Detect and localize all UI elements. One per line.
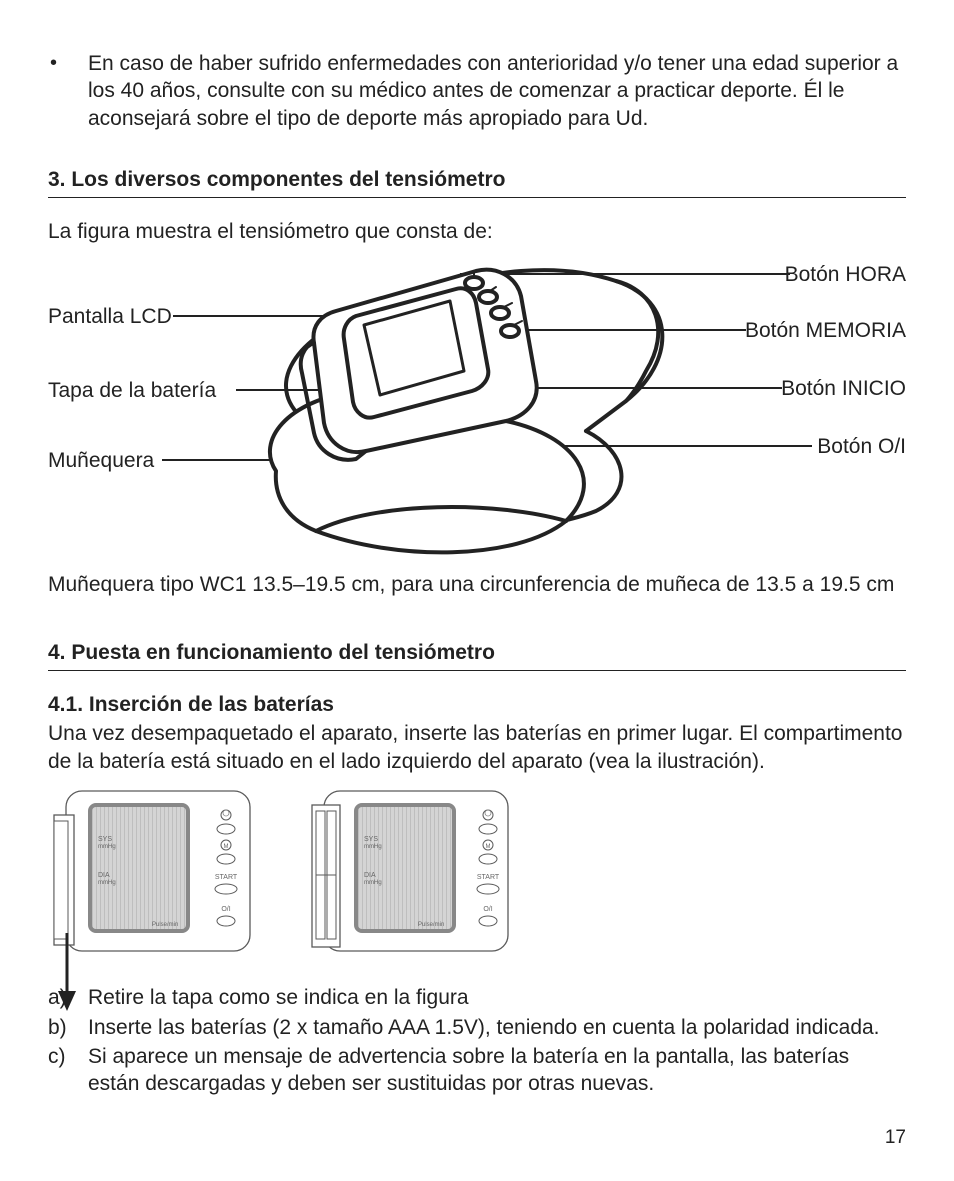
svg-text:mmHg: mmHg (364, 880, 382, 886)
list-text: Si aparece un mensaje de advertencia sob… (88, 1043, 906, 1098)
list-letter: c) (48, 1043, 88, 1098)
svg-text:SYS: SYS (364, 836, 378, 843)
svg-text:START: START (477, 874, 500, 881)
label-memory-button: Botón MEMORIA (745, 317, 906, 344)
svg-text:M: M (224, 844, 229, 850)
svg-text:DIA: DIA (364, 872, 376, 879)
section-4-1-heading: 4.1. Inserción de las baterías (48, 691, 906, 718)
list-letter: b) (48, 1014, 88, 1041)
svg-text:Pulse/min: Pulse/min (152, 922, 178, 928)
svg-text:DIA: DIA (98, 872, 110, 879)
section-3-intro: La figura muestra el tensiómetro que con… (48, 218, 906, 245)
svg-text:Pulse/min: Pulse/min (418, 922, 444, 928)
svg-text:mmHg: mmHg (98, 844, 116, 850)
svg-text:SYS: SYS (98, 836, 112, 843)
svg-text:mmHg: mmHg (98, 880, 116, 886)
component-diagram: Pantalla LCD Tapa de la batería Muñequer… (48, 251, 906, 563)
bullet-marker: • (48, 50, 88, 132)
device-image-open: SYS mmHg DIA mmHg Pulse/min M START O/I (306, 785, 516, 970)
list-text: Inserte las baterías (2 x tamaño AAA 1.5… (88, 1014, 906, 1041)
list-item-c: c) Si aparece un mensaje de advertencia … (48, 1043, 906, 1098)
label-lcd: Pantalla LCD (48, 303, 172, 330)
label-hour-button: Botón HORA (785, 261, 906, 288)
list-item-a: a) Retire la tapa como se indica en la f… (48, 984, 906, 1011)
svg-text:M: M (486, 844, 491, 850)
section-4-1-para: Una vez desempaquetado el aparato, inser… (48, 720, 906, 775)
list-item-b: b) Inserte las baterías (2 x tamaño AAA … (48, 1014, 906, 1041)
label-wrist-cuff: Muñequera (48, 447, 154, 474)
section-3-heading: 3. Los diversos componentes del tensióme… (48, 166, 906, 198)
battery-illustration-row: SYS mmHg DIA mmHg Pulse/min M START O/I (48, 785, 906, 970)
down-arrow-icon (56, 933, 78, 1011)
svg-text:START: START (215, 874, 238, 881)
page-number: 17 (885, 1126, 906, 1151)
svg-text:O/I: O/I (221, 906, 230, 913)
label-battery-cover: Tapa de la batería (48, 377, 216, 404)
section-4-heading: 4. Puesta en funcionamiento del tensióme… (48, 639, 906, 671)
bullet-text: En caso de haber sufrido enfermedades co… (88, 50, 906, 132)
device-image-closed: SYS mmHg DIA mmHg Pulse/min M START O/I (48, 785, 258, 970)
device-illustration (256, 251, 686, 563)
bullet-item: • En caso de haber sufrido enfermedades … (48, 50, 906, 132)
svg-text:O/I: O/I (483, 906, 492, 913)
svg-text:mmHg: mmHg (364, 844, 382, 850)
label-start-button: Botón INICIO (781, 375, 906, 402)
list-text: Retire la tapa como se indica en la figu… (88, 984, 906, 1011)
label-oi-button: Botón O/I (817, 433, 906, 460)
cuff-size-note: Muñequera tipo WC1 13.5–19.5 cm, para un… (48, 571, 906, 598)
